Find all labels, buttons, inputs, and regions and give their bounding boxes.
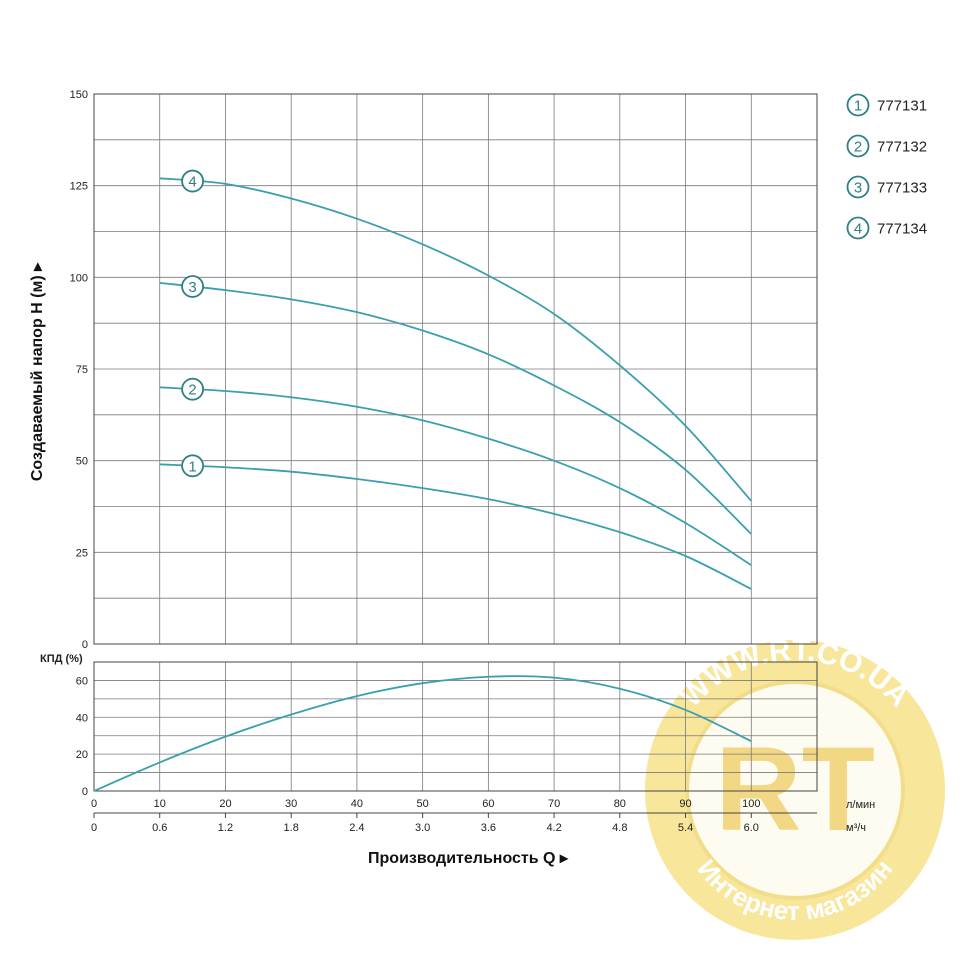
- y-tick-label: 150: [70, 89, 88, 101]
- y-tick-label: 50: [76, 456, 88, 468]
- eff-y-tick-label: 20: [76, 749, 88, 761]
- curve-marker-circle-2: [181, 377, 204, 401]
- head-chart-grid: [94, 94, 817, 644]
- curve-marker-circle-1: [181, 454, 204, 478]
- legend-marker-circle-1: [846, 93, 870, 117]
- x-tick-label-m3h: 5.4: [678, 822, 693, 834]
- efficiency-y-tick-labels: 0 20 40 60: [76, 675, 88, 798]
- legend-marker-circle-2: [846, 134, 870, 158]
- eff-y-tick-label: 40: [76, 712, 88, 724]
- x-tick-label-m3h: 1.2: [218, 822, 233, 834]
- x-tick-label-lpm: 30: [285, 798, 297, 810]
- x-tick-label-m3h: 3.0: [415, 822, 430, 834]
- x-tick-label-lpm: 90: [679, 798, 691, 810]
- curve-marker-label-1: 1: [188, 458, 196, 475]
- curve-marker-circle-3: [181, 275, 204, 298]
- x-tick-label-lpm: 40: [351, 798, 363, 810]
- curve-marker-label-3: 3: [188, 279, 196, 296]
- x-tick-label-lpm: 20: [219, 798, 231, 810]
- x-tick-label-m3h: 0.6: [152, 822, 167, 834]
- efficiency-curve: [93, 675, 752, 792]
- legend-marker-circle-4: [846, 216, 870, 240]
- head-curve-1: [159, 463, 752, 590]
- curve-marker-label-2: 2: [188, 382, 196, 399]
- eff-y-tick-label: 60: [76, 675, 88, 687]
- x-tick-label-m3h: 6.0: [744, 822, 759, 834]
- head-curve-3: [159, 281, 752, 535]
- x-tick-label-lpm: 0: [91, 798, 97, 810]
- x-tick-label-lpm: 60: [482, 798, 494, 810]
- efficiency-axis-label: КПД (%): [40, 653, 83, 665]
- watermark-logo-letters: RT: [715, 722, 875, 856]
- x-unit-lpm: л/мин: [846, 799, 875, 811]
- head-chart-frame: [93, 93, 818, 645]
- x-tick-label-lpm: 50: [417, 798, 429, 810]
- head-curve-4: [159, 177, 752, 502]
- x-tick-label-lpm: 100: [742, 798, 760, 810]
- head-curve-2: [159, 386, 752, 566]
- legend-label-3: 777133: [877, 180, 927, 197]
- efficiency-curve-line: [93, 675, 752, 792]
- legend-label-1: 777131: [877, 98, 927, 115]
- legend-marker-label-3: 3: [854, 180, 862, 197]
- head-curves: [159, 177, 752, 590]
- x-tick-label-m3h: 1.8: [284, 822, 299, 834]
- eff-y-tick-label: 0: [82, 786, 88, 798]
- x-axis-title: Производительность Q ▸: [368, 850, 569, 867]
- x-tick-label-m3h: 4.2: [546, 822, 561, 834]
- curve-marker-label-4: 4: [188, 174, 196, 191]
- x-tick-label-m3h: 3.6: [481, 822, 496, 834]
- x-tick-label-m3h: 2.4: [349, 822, 364, 834]
- x-tick-label-m3h: 0: [91, 822, 97, 834]
- legend-marker-label-1: 1: [854, 98, 862, 115]
- watermark-logo: WWW.RT.CO.UA Интернет магазин RT: [645, 634, 945, 940]
- x-axes: 0 10 20 30 40 50 60 70 80 90 100 0 0.6 1.2 1.8 2.4 3.0 3.…: [91, 798, 817, 834]
- curve-marker-circle-4: [181, 169, 204, 193]
- x-unit-m3h: м³/ч: [846, 822, 866, 834]
- legend-marker-label-4: 4: [854, 221, 862, 238]
- efficiency-chart-frame: [93, 661, 818, 792]
- efficiency-chart-grid: [94, 662, 817, 791]
- y-tick-label: 75: [76, 364, 88, 376]
- legend-label-2: 777132: [877, 139, 927, 156]
- x-tick-label-m3h: 4.8: [612, 822, 627, 834]
- x-tick-label-lpm: 10: [154, 798, 166, 810]
- y-tick-label: 125: [70, 181, 88, 193]
- legend-marker-circle-3: [846, 175, 870, 199]
- x-tick-label-lpm: 70: [548, 798, 560, 810]
- legend: 1 777131 2 777132 3 777133 4 777134: [846, 93, 927, 240]
- x-tick-label-lpm: 80: [614, 798, 626, 810]
- y-tick-label: 100: [70, 272, 88, 284]
- legend-marker-label-2: 2: [854, 139, 862, 156]
- head-y-tick-labels: 0 25 50 75 100 125 150: [70, 89, 88, 651]
- y-tick-label: 25: [76, 547, 88, 559]
- curve-markers: 1 2 3 4: [181, 169, 204, 478]
- legend-label-4: 777134: [877, 221, 927, 238]
- y-axis-title: Создаваемый напор H (м) ▸: [29, 262, 46, 481]
- y-tick-label: 0: [82, 639, 88, 651]
